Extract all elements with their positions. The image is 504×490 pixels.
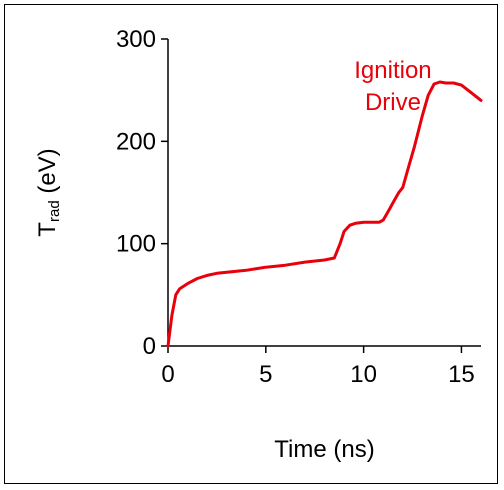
ticks: 0 100 200 300 0 5 10 15 <box>116 26 475 388</box>
axes <box>167 39 481 347</box>
series-line <box>166 80 483 348</box>
x-tick-label: 5 <box>259 361 272 388</box>
y-axis-label: Trad (eV) <box>34 148 63 236</box>
series-group <box>166 80 483 348</box>
y-tick-label: 300 <box>116 26 156 53</box>
annotation-line: Drive <box>365 89 421 116</box>
x-tick-label: 15 <box>448 361 475 388</box>
line-chart: 0 100 200 300 0 5 10 15 Ignition Drive Time (ns)… <box>34 26 483 463</box>
y-tick-label: 0 <box>143 333 156 360</box>
y-axis-label-sub: rad <box>46 200 63 222</box>
annotation-line: Ignition <box>354 57 431 84</box>
y-axis-label-main: T <box>34 222 61 237</box>
chart-figure: 0 100 200 300 0 5 10 15 Ignition Drive Time (ns)… <box>4 4 498 484</box>
x-tick-label: 0 <box>161 361 174 388</box>
annotations: Ignition Drive <box>354 57 431 116</box>
x-tick-label: 10 <box>350 361 377 388</box>
x-axis-label: Time (ns) <box>274 436 374 463</box>
y-tick-label: 100 <box>116 231 156 258</box>
annotation-ignition-drive: Ignition Drive <box>354 57 431 116</box>
y-tick-label: 200 <box>116 128 156 155</box>
y-axis-label-unit: (eV) <box>34 148 61 200</box>
